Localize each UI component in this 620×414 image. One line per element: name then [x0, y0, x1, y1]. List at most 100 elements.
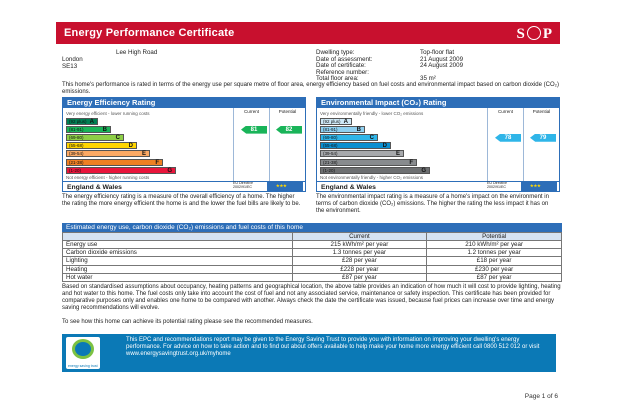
potential-column-label: Potential: [523, 108, 559, 182]
band-letter: F: [409, 159, 413, 166]
table-header: Current: [291, 231, 428, 242]
band-range: (81-91): [69, 127, 84, 133]
band-range: (1-20): [323, 167, 336, 173]
band-letter: A: [89, 119, 94, 125]
band-letter: A: [343, 119, 348, 125]
row-label: Carbon dioxide emissions: [62, 248, 293, 258]
recommendations-paragraph: To see how this home can achieve its pot…: [62, 319, 313, 325]
detail-key: Date of assessment:: [316, 55, 373, 63]
property-details: Dwelling type: Top-floor flat Date of ass…: [316, 49, 516, 82]
panel-footer: England & Wales EU Directive 2002/91/EC: [63, 181, 305, 191]
rating-band: (55-68) D: [66, 142, 137, 150]
rating-columns: Current Potential: [487, 108, 559, 182]
panel-header: Energy Efficiency Rating: [63, 98, 305, 108]
potential-value: 210 kWh/m² per year: [426, 240, 562, 250]
est-text: This EPC and recommendations report may …: [126, 337, 540, 358]
row-label: Heating: [62, 264, 293, 274]
detail-row: Date of assessment: 21 August 2009: [316, 56, 516, 63]
band-range: (39-54): [69, 151, 84, 157]
detail-key: Total floor area:: [316, 75, 359, 82]
band-range: (81-91): [323, 127, 338, 133]
potential-rating-marker: 79: [530, 133, 556, 142]
address-line: Lee High Road: [116, 49, 158, 56]
environmental-description: The environmental impact rating is a mea…: [316, 194, 549, 214]
band-letter: G: [167, 167, 172, 174]
costs-header: Estimated energy use, carbon dioxide (CO…: [62, 223, 562, 232]
current-column-label: Current: [487, 108, 523, 182]
table-header-row: Current Potential: [62, 231, 562, 242]
band-range: (92 plus): [323, 119, 341, 124]
energy-saving-trust-logo: energy saving trust: [66, 337, 100, 369]
band-range: (21-38): [69, 159, 84, 165]
top-note: Very environmentally friendly - lower CO…: [320, 111, 424, 116]
table-row: Heating £228 per year £230 per year: [62, 264, 562, 274]
detail-value: 35 m²: [420, 75, 436, 82]
current-column-label: Current: [233, 108, 269, 182]
rating-band: (21-38) F: [320, 158, 417, 166]
eu-directive: EU Directive 2002/91/EC: [487, 181, 507, 189]
detail-row: Reference number:: [316, 69, 516, 76]
table-header: Potential: [426, 231, 562, 242]
rating-band: (55-68) D: [320, 142, 391, 150]
rating-band: (92 plus) A: [320, 118, 352, 125]
band-letter: F: [155, 159, 159, 166]
current-value: £228 per year: [291, 264, 428, 274]
band-range: (39-54): [323, 151, 338, 157]
band-letter: C: [115, 135, 120, 142]
bottom-note: Not environmentally friendly - higher CO…: [320, 175, 424, 180]
efficiency-description: The energy efficiency rating is a measur…: [62, 194, 301, 207]
table-row: Carbon dioxide emissions 1.3 tonnes per y…: [62, 248, 562, 258]
current-value: 215 kWh/m² per year: [291, 240, 428, 250]
table-row: Hot water £87 per year £87 per year: [62, 272, 562, 282]
costs-table: Current Potential Energy use 215 kWh/m² p…: [62, 231, 562, 282]
table-header: [62, 231, 293, 242]
current-value: £87 per year: [291, 272, 428, 282]
potential-value: £230 per year: [426, 264, 562, 274]
potential-rating-marker: 82: [276, 125, 302, 134]
band-range: (1-20): [69, 167, 82, 173]
address-line: London: [62, 56, 83, 63]
environmental-impact-panel: Environmental Impact (CO₂) Rating Curren…: [316, 97, 560, 192]
rating-band: (39-54) E: [66, 150, 150, 158]
intro-text: This home's performance is rated in term…: [62, 82, 559, 95]
assumptions-paragraph: Based on standardised assumptions about …: [62, 284, 561, 311]
eu-directive: EU Directive 2002/91/EC: [233, 181, 253, 189]
band-range: (55-68): [69, 143, 84, 149]
detail-key: Date of certificate:: [316, 62, 366, 69]
swirl-icon: [72, 339, 94, 359]
band-letter: E: [395, 151, 400, 158]
row-label: Lighting: [62, 256, 293, 266]
rating-band: (69-80) C: [66, 134, 124, 142]
current-rating-marker: 81: [241, 125, 267, 134]
detail-row: Date of certificate: 24 August 2009: [316, 62, 516, 69]
rating-band: (39-54) E: [320, 150, 404, 158]
certificate-title: Energy Performance Certificate: [64, 27, 235, 39]
region-label: England & Wales: [321, 183, 376, 191]
current-value: £28 per year: [291, 256, 428, 266]
property-address: Lee High Road London SE13: [62, 49, 262, 70]
page-number: Page 1 of 6: [524, 393, 558, 400]
potential-value: £87 per year: [426, 272, 562, 282]
panel-footer: England & Wales EU Directive 2002/91/EC: [317, 181, 559, 191]
band-range: (55-68): [323, 143, 338, 149]
eu-flag-icon: [521, 182, 557, 191]
band-letter: B: [356, 127, 361, 134]
row-label: Hot water: [62, 272, 293, 282]
band-letter: D: [382, 143, 387, 150]
band-range: (69-80): [323, 135, 338, 141]
top-note: Very energy efficient - lower running co…: [66, 111, 150, 116]
rating-band: (81-91) B: [66, 126, 111, 134]
panel-header: Environmental Impact (CO₂) Rating: [317, 98, 559, 108]
band-range: (69-80): [69, 135, 84, 141]
logo-wordmark: energy saving trust: [68, 363, 98, 368]
detail-key: Reference number:: [316, 68, 369, 76]
detail-key: Dwelling type:: [316, 49, 355, 56]
detail-value: 21 August 2009: [420, 55, 464, 63]
detail-row: Dwelling type: Top-floor flat: [316, 49, 516, 56]
detail-value: 24 August 2009: [420, 62, 464, 69]
potential-column-label: Potential: [269, 108, 305, 182]
rating-columns: Current Potential: [233, 108, 305, 182]
energy-efficiency-panel: Energy Efficiency Rating Current Potenti…: [62, 97, 306, 192]
